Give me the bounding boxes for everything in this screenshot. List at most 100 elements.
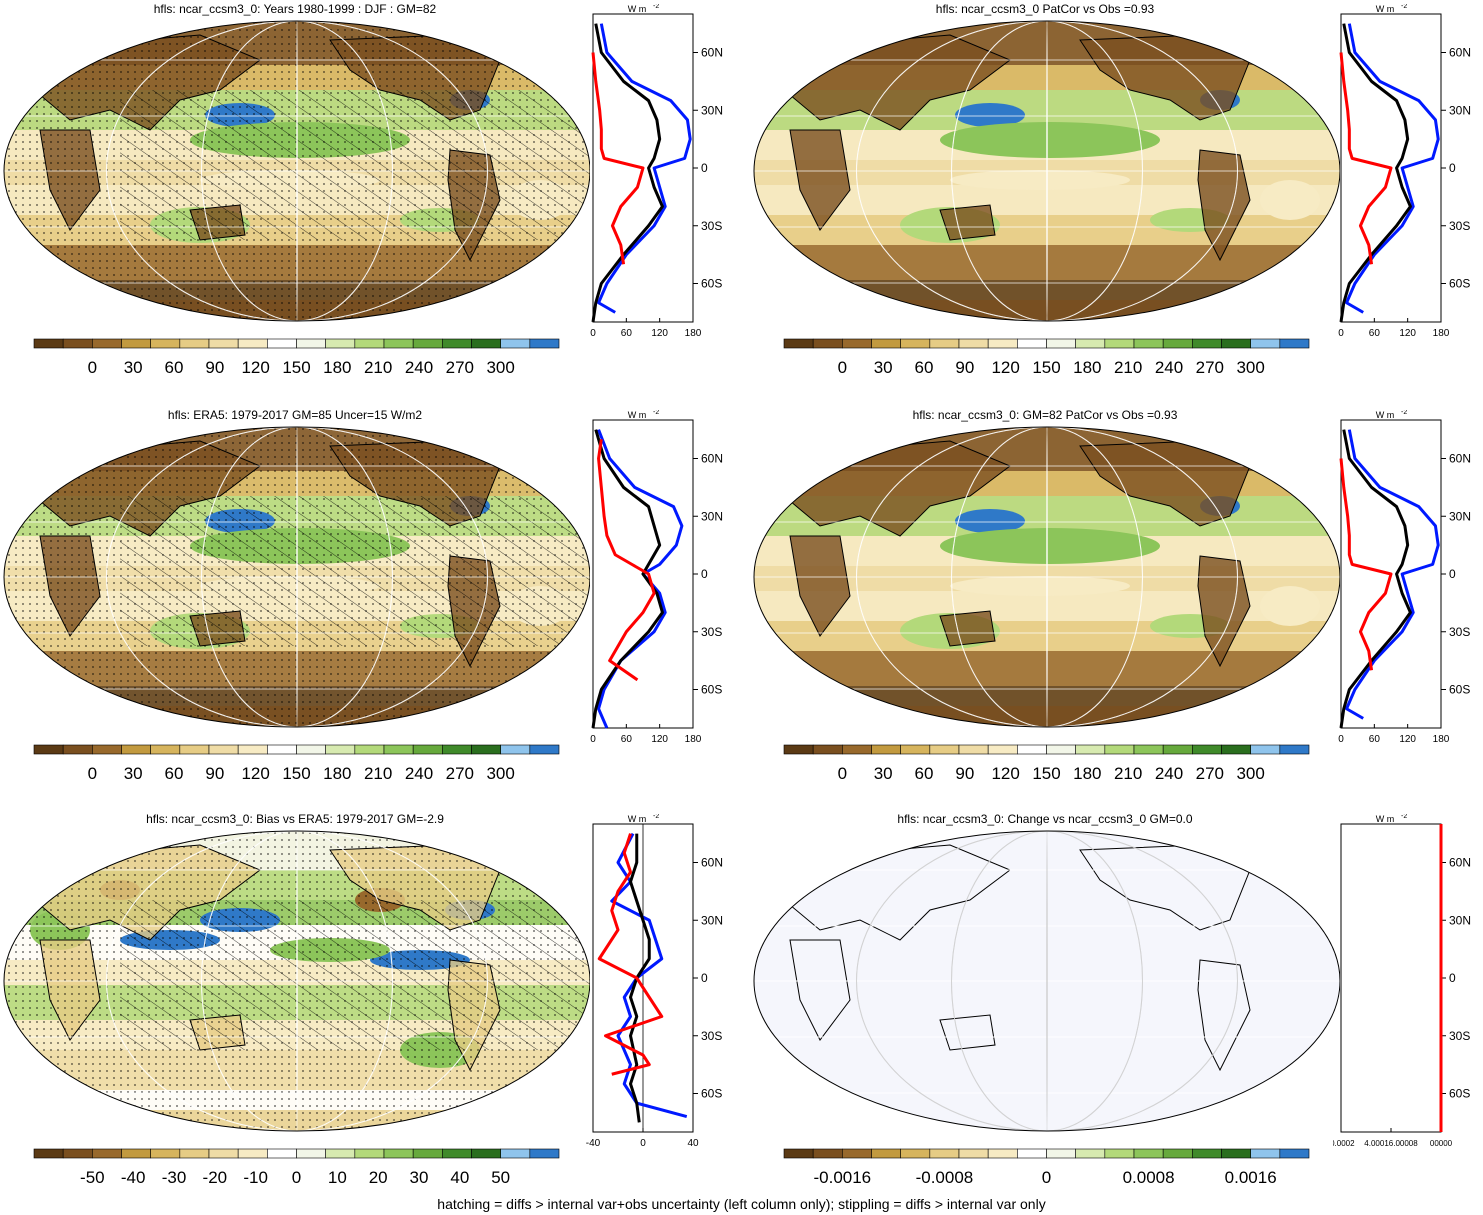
colorbar-label: 30: [124, 358, 143, 377]
colorbar-label: 60: [915, 358, 934, 377]
colorbar-label: 0.0008: [1123, 1168, 1175, 1187]
profile-series-0: [610, 832, 688, 1119]
colorbar-swatch: [354, 338, 385, 349]
colorbar: 0 30 60 90 120 150 180 210 240 270 300: [783, 744, 1310, 783]
colorbar-label: 210: [1114, 358, 1142, 377]
colorbar-swatch: [987, 338, 1018, 349]
profile-unit-exponent: -2: [653, 410, 659, 416]
panel-2: hfls: ERA5: 1979-2017 GM=85 Uncer=15 W/m…: [0, 406, 733, 801]
colorbar-swatch: [179, 338, 210, 349]
colorbar: 0 30 60 90 120 150 180 210 240 270 300: [33, 338, 560, 377]
colorbar-swatch: [1250, 744, 1281, 755]
colorbar-swatch: [1075, 744, 1106, 755]
colorbar-swatch: [500, 1148, 531, 1159]
profile-x-tick-label: 60: [621, 328, 633, 339]
colorbar-label: 300: [1236, 764, 1264, 783]
profile-series-0: [597, 23, 692, 314]
profile-series-1: [591, 429, 664, 729]
colorbar-swatch: [1133, 338, 1164, 349]
colorbar-label: 90: [205, 358, 224, 377]
profile-series-2: [1339, 52, 1393, 265]
colorbar-swatch: [62, 1148, 93, 1159]
colorbar: -50 -40 -30 -20 -10 0 10 20 30 40 50: [33, 1148, 560, 1187]
colorbar-label: 0: [838, 358, 847, 377]
lat-tick-label: 30S: [701, 1029, 722, 1043]
colorbar-label: 10: [328, 1168, 347, 1187]
profile-x-tick-label: 0: [1338, 734, 1344, 745]
profile-series-1: [591, 23, 664, 323]
zonal-mean-profile: W m -2 60N 30N 0 30S 60S 0 60 120 180: [1338, 4, 1471, 339]
profile-x-tick-label: 120: [651, 734, 668, 745]
colorbar-swatch: [208, 1148, 239, 1159]
colorbar-swatch: [296, 1148, 326, 1159]
colorbar-label: 210: [364, 358, 392, 377]
lat-tick-label: 60N: [1449, 452, 1471, 466]
colorbar-swatch: [1221, 744, 1251, 755]
colorbar-label: 180: [1073, 358, 1101, 377]
lat-tick-label: 30S: [701, 219, 722, 233]
colorbar-swatch: [412, 338, 443, 349]
colorbar-label: 0: [292, 1168, 301, 1187]
colorbar-label: 0: [88, 358, 97, 377]
colorbar-swatch: [1046, 744, 1076, 755]
map-title: hfls: ncar_ccsm3_0: GM=82 PatCor vs Obs …: [912, 408, 1178, 422]
colorbar-swatch: [987, 1148, 1018, 1159]
profile-x-tick-label: 0: [590, 734, 596, 745]
colorbar-label: 120: [241, 358, 269, 377]
figure-footer: hatching = diffs > internal var+obs unce…: [437, 1196, 1046, 1212]
colorbar-swatch: [150, 338, 181, 349]
colorbar: 0 30 60 90 120 150 180 210 240 270 300: [783, 338, 1310, 377]
colorbar-swatch: [783, 744, 814, 755]
colorbar-swatch: [325, 744, 356, 755]
colorbar-label: 60: [915, 764, 934, 783]
colorbar-swatch: [383, 1148, 414, 1159]
world-map: [753, 830, 1340, 1132]
colorbar-swatch: [267, 1148, 297, 1159]
colorbar-swatch: [208, 744, 239, 755]
profile-series-1: [1339, 23, 1412, 323]
colorbar-label: -30: [162, 1168, 187, 1187]
colorbar-swatch: [442, 744, 472, 755]
colorbar-swatch: [871, 338, 901, 349]
colorbar-swatch: [92, 338, 122, 349]
colorbar-label: 270: [446, 358, 474, 377]
world-map: [753, 426, 1340, 728]
colorbar-label: 180: [323, 764, 351, 783]
colorbar-label: -50: [80, 1168, 105, 1187]
profile-unit-exponent: -2: [653, 814, 659, 820]
map-title: hfls: ncar_ccsm3_0: Change vs ncar_ccsm3…: [897, 812, 1193, 826]
colorbar-swatch: [529, 1148, 560, 1159]
lat-tick-label: 0: [701, 161, 708, 175]
profile-series-0: [597, 429, 684, 729]
colorbar-swatch: [1104, 338, 1135, 349]
colorbar-label: 270: [446, 764, 474, 783]
colorbar-swatch: [958, 338, 989, 349]
colorbar-swatch: [842, 744, 872, 755]
colorbar-label: 90: [205, 764, 224, 783]
zonal-mean-profile: W m -2 60N 30N 0 30S 60S -0.0002 4.00016.00008 00…: [1333, 814, 1471, 1148]
colorbar-swatch: [1250, 1148, 1281, 1159]
colorbar-swatch: [812, 744, 843, 755]
colorbar-label: 180: [1073, 764, 1101, 783]
colorbar-label: 300: [486, 764, 514, 783]
profile-x-tick-label: 60: [621, 734, 633, 745]
colorbar-label: 210: [1114, 764, 1142, 783]
colorbar-swatch: [812, 338, 843, 349]
profile-x-tick-label: 180: [685, 734, 702, 745]
profile-x-tick-label: -0.0002: [1333, 1139, 1355, 1148]
profile-series-0: [1345, 429, 1440, 720]
colorbar-swatch: [1104, 1148, 1135, 1159]
colorbar-swatch: [237, 1148, 268, 1159]
lat-tick-label: 30N: [701, 509, 723, 523]
panel-0: hfls: ncar_ccsm3_0: Years 1980-1999 : DJ…: [0, 0, 733, 395]
colorbar-label: 240: [1155, 764, 1183, 783]
colorbar-swatch: [871, 744, 901, 755]
world-map: [3, 830, 590, 1132]
colorbar-swatch: [62, 338, 93, 349]
profile-x-tick-label: 40: [687, 1138, 699, 1149]
colorbar-label: 0: [838, 764, 847, 783]
colorbar-swatch: [529, 744, 560, 755]
colorbar-label: 240: [405, 764, 433, 783]
colorbar-swatch: [1104, 744, 1135, 755]
world-map: [3, 426, 590, 728]
